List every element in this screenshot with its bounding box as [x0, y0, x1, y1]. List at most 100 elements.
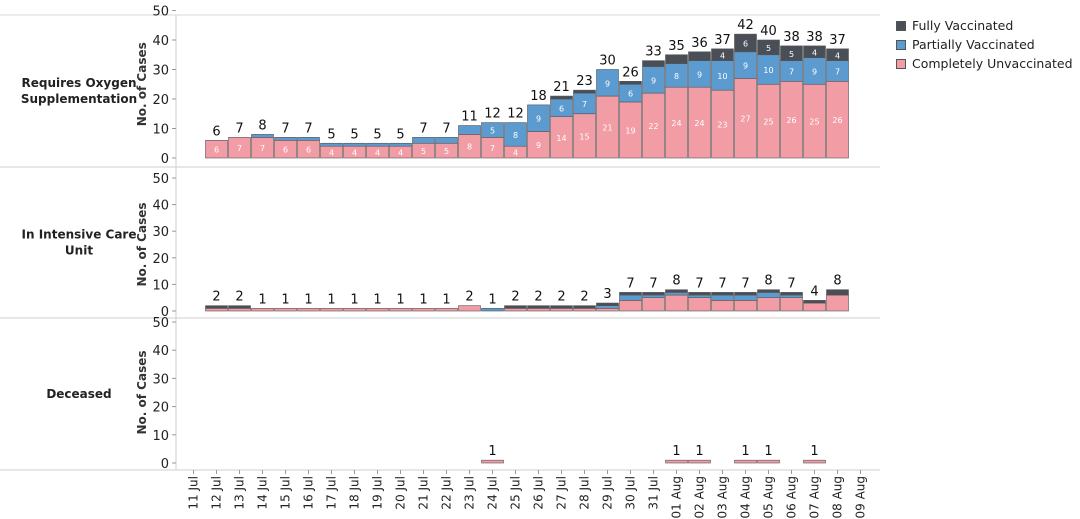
segment-label: 5	[444, 147, 449, 156]
x-tick-label: 06 Aug	[785, 476, 799, 519]
bar-total-label: 7	[419, 121, 427, 136]
x-tick-label: 16 Jul	[302, 476, 316, 510]
segment-label: 5	[421, 147, 426, 156]
bar-total-label: 6	[212, 124, 220, 139]
bar-segment	[343, 308, 366, 312]
x-tick-label: 12 Jul	[210, 476, 224, 510]
bar-total-label: 1	[741, 444, 749, 459]
segment-label: 5	[490, 126, 495, 135]
bar-segment	[642, 292, 665, 296]
bar-total-label: 2	[465, 290, 473, 305]
bar-segment	[596, 69, 619, 97]
segment-label: 7	[237, 144, 242, 153]
segment-label: 9	[651, 76, 656, 85]
bar-segment	[665, 289, 688, 293]
segment-label: 19	[625, 126, 635, 135]
segment-label: 26	[786, 116, 796, 125]
bar-segment	[642, 294, 665, 299]
y-axis-title: No. of Cases	[135, 42, 149, 126]
bar-segment	[343, 142, 366, 147]
bar-segment	[711, 48, 734, 61]
bar-segment	[596, 302, 619, 306]
segment-label: 23	[717, 121, 727, 130]
x-tick-label: 22 Jul	[440, 476, 454, 510]
bar-segment	[619, 294, 642, 301]
segment-label: 8	[674, 72, 679, 81]
y-axis-title: No. of Cases	[135, 203, 149, 287]
y-tick-label: 50	[152, 172, 169, 187]
segment-label: 4	[352, 149, 357, 158]
segment-label: 25	[763, 118, 773, 127]
bar-total-label: 36	[691, 36, 708, 51]
bar-segment	[711, 300, 734, 312]
bar-segment	[297, 137, 320, 141]
bar-segment	[780, 297, 803, 312]
bar-total-label: 2	[534, 290, 542, 305]
bar-segment	[757, 39, 780, 56]
x-tick-label: 29 Jul	[601, 476, 615, 510]
bar-segment	[573, 308, 596, 312]
segment-label: 10	[717, 72, 727, 81]
bar-segment	[757, 297, 780, 312]
legend-label-partially: Partially Vaccinated	[912, 37, 1035, 52]
y-tick-label: 10	[152, 123, 169, 138]
bar-total-label: 7	[304, 121, 312, 136]
y-tick-label: 10	[152, 278, 169, 293]
x-tick-label: 04 Aug	[739, 476, 753, 519]
x-tick-label: 05 Aug	[762, 476, 776, 519]
segment-label: 9	[743, 62, 748, 71]
y-tick-label: 40	[152, 344, 169, 359]
bar-segment	[803, 459, 826, 464]
bar-segment	[550, 308, 573, 312]
bar-segment	[550, 305, 573, 309]
panel-label: In Intensive Care	[22, 228, 137, 242]
x-tick-label: 21 Jul	[417, 476, 431, 510]
y-tick-label: 0	[161, 305, 169, 320]
y-tick-label: 20	[152, 401, 169, 416]
x-tick-label: 24 Jul	[486, 476, 500, 510]
y-tick-label: 30	[152, 372, 169, 387]
segment-label: 6	[628, 90, 633, 99]
segment-label: 25	[809, 118, 819, 127]
x-tick-label: 08 Aug	[831, 476, 845, 519]
bar-segment	[734, 300, 757, 312]
bar-total-label: 7	[695, 276, 703, 291]
bar-segment	[642, 60, 665, 67]
bar-total-label: 7	[649, 276, 657, 291]
bar-total-label: 5	[327, 127, 335, 142]
y-tick-label: 10	[152, 429, 169, 444]
bar-segment	[251, 308, 274, 312]
bar-total-label: 1	[350, 292, 358, 307]
x-tick-label: 09 Aug	[854, 476, 868, 519]
y-tick-label: 40	[152, 34, 169, 49]
bar-total-label: 26	[622, 65, 639, 80]
bar-total-label: 3	[603, 287, 611, 302]
segment-label: 15	[579, 132, 589, 141]
bar-total-label: 7	[235, 121, 243, 136]
bar-segment	[504, 122, 527, 147]
bar-segment	[711, 294, 734, 301]
x-tick-label: 02 Aug	[693, 476, 707, 519]
bar-segment	[481, 122, 504, 138]
bar-segment	[320, 308, 343, 312]
legend-swatch-partially	[896, 39, 906, 50]
segment-label: 6	[559, 104, 564, 113]
bar-total-label: 40	[760, 24, 777, 39]
bar-segment	[688, 459, 711, 464]
segment-label: 4	[398, 149, 403, 158]
segment-label: 24	[694, 119, 704, 128]
bar-segment	[228, 305, 251, 309]
panel-label: Unit	[65, 244, 93, 258]
bar-total-label: 5	[350, 127, 358, 142]
bar-segment	[734, 459, 757, 464]
segment-label: 6	[214, 146, 219, 155]
bar-segment	[619, 300, 642, 312]
x-tick-label: 30 Jul	[624, 476, 638, 510]
bar-segment	[389, 142, 412, 147]
bar-segment	[481, 308, 504, 312]
bar-segment	[435, 137, 458, 144]
bar-segment	[389, 308, 412, 312]
segment-label: 7	[260, 144, 265, 153]
bar-segment	[596, 305, 619, 309]
